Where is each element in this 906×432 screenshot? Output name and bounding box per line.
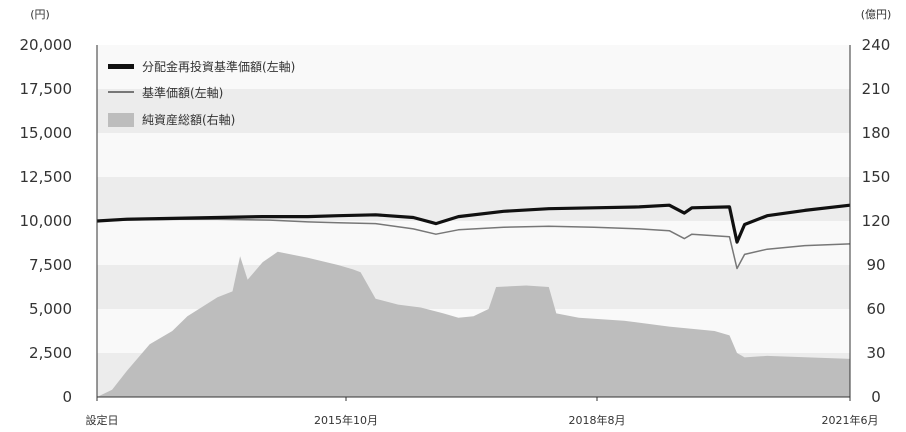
x-tick-label: 設定日 bbox=[86, 413, 119, 427]
legend-swatch-reinvested-nav bbox=[108, 64, 134, 69]
grid-band bbox=[97, 45, 850, 89]
net-assets-area bbox=[97, 251, 850, 397]
legend-swatch-nav bbox=[108, 91, 134, 93]
left-tick-label: 5,000 bbox=[29, 300, 72, 318]
legend: 分配金再投資基準価額(左軸) 基準価額(左軸) 純資産総額(右軸) bbox=[108, 59, 295, 127]
grid-band bbox=[97, 133, 850, 177]
left-tick-label: 17,500 bbox=[20, 80, 73, 98]
left-tick-label: 7,500 bbox=[29, 256, 72, 274]
legend-swatch-net-assets bbox=[108, 113, 134, 127]
x-axis-ticks: 設定日 2015年10月 2018年8月 2021年6月 bbox=[86, 397, 879, 427]
right-axis-ticks: 240 210 180 150 120 90 60 30 0 bbox=[862, 36, 891, 406]
right-tick-label: 150 bbox=[862, 168, 891, 186]
x-tick-label: 2021年6月 bbox=[822, 413, 879, 427]
right-tick-label: 60 bbox=[866, 300, 885, 318]
left-tick-label: 12,500 bbox=[20, 168, 73, 186]
right-tick-label: 180 bbox=[862, 124, 891, 142]
legend-label-net-assets: 純資産総額(右軸) bbox=[142, 112, 235, 127]
x-tick-label: 2018年8月 bbox=[569, 413, 626, 427]
x-tick-label: 2015年10月 bbox=[314, 413, 378, 427]
price-lines-layer bbox=[96, 203, 851, 270]
left-tick-label: 10,000 bbox=[20, 212, 73, 230]
right-tick-label: 0 bbox=[871, 388, 881, 406]
legend-label-reinvested-nav: 分配金再投資基準価額(左軸) bbox=[142, 59, 295, 74]
left-tick-label: 2,500 bbox=[29, 344, 72, 362]
left-tick-label: 15,000 bbox=[20, 124, 73, 142]
right-tick-label: 120 bbox=[862, 212, 891, 230]
nav-line bbox=[96, 218, 851, 270]
axes bbox=[96, 45, 851, 398]
left-tick-label: 20,000 bbox=[20, 36, 73, 54]
right-tick-label: 90 bbox=[866, 256, 885, 274]
reinvested-nav-line bbox=[96, 203, 851, 244]
right-tick-label: 210 bbox=[862, 80, 891, 98]
grid-band bbox=[97, 89, 850, 133]
left-axis-unit: (円) bbox=[30, 8, 50, 21]
right-axis-unit: (億円) bbox=[861, 8, 892, 21]
left-axis-ticks: 20,000 17,500 15,000 12,500 10,000 7,500 5,000… bbox=[20, 36, 73, 406]
right-tick-label: 240 bbox=[862, 36, 891, 54]
right-tick-label: 30 bbox=[866, 344, 885, 362]
legend-label-nav: 基準価額(左軸) bbox=[142, 85, 223, 100]
net-assets-area-layer bbox=[97, 251, 850, 397]
left-tick-label: 0 bbox=[62, 388, 72, 406]
